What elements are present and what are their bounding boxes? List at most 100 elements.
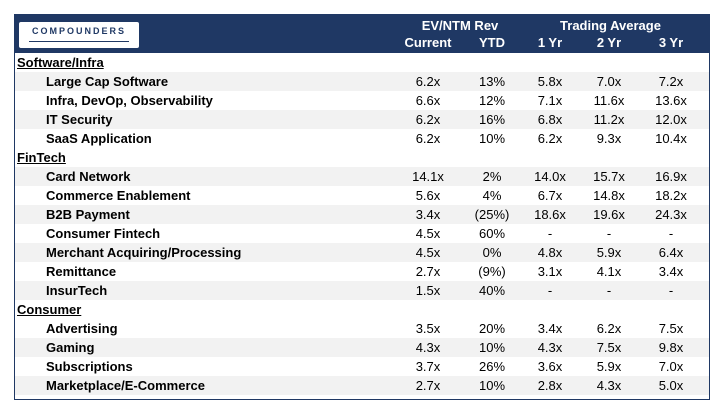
cell-3yr: 9.8x: [658, 340, 684, 355]
cell-1yr: 6.7x: [537, 188, 563, 203]
cell-ytd: 2%: [482, 169, 502, 184]
table-row: Gaming 4.3x 10% 4.3x 7.5x 9.8x: [15, 338, 709, 357]
cell-2yr: 4.1x: [596, 264, 622, 279]
table-row: Marketplace/E-Commerce 2.7x 10% 2.8x 4.3x 5.0…: [15, 376, 709, 395]
table-row: Infra, DevOp, Observability 6.6x 12% 7.1x 11…: [15, 91, 709, 110]
row-label: IT Security: [46, 112, 113, 127]
table-row: B2B Payment 3.4x (25%) 18.6x 19.6x 24.3x: [15, 205, 709, 224]
table-row: SaaS Application 6.2x 10% 6.2x 9.3x 10.4x: [15, 129, 709, 148]
col-header-1yr: 1 Yr: [537, 35, 563, 50]
cell-3yr: 12.0x: [655, 112, 687, 127]
cell-ytd: 13%: [478, 74, 506, 89]
cell-current: 2.7x: [415, 378, 441, 393]
cell-3yr: 16.9x: [655, 169, 687, 184]
cell-current: 1.5x: [415, 283, 441, 298]
row-label: Commerce Enablement: [46, 188, 191, 203]
cell-1yr: 4.3x: [537, 340, 563, 355]
cell-1yr: 7.1x: [537, 93, 563, 108]
cell-current: 4.5x: [415, 245, 441, 260]
table-row: Advertising 3.5x 20% 3.4x 6.2x 7.5x: [15, 319, 709, 338]
cell-3yr: -: [668, 226, 674, 241]
cell-ytd: 10%: [478, 340, 506, 355]
row-label: InsurTech: [46, 283, 108, 298]
table-row: Card Network 14.1x 2% 14.0x 15.7x 16.9x: [15, 167, 709, 186]
cell-current: 3.7x: [415, 359, 441, 374]
cell-3yr: 13.6x: [655, 93, 687, 108]
cell-2yr: -: [606, 283, 612, 298]
section-label: Consumer: [17, 302, 82, 317]
table-header: COMPOUNDERS EV/NTM Rev Trading Average C…: [15, 15, 709, 53]
cell-ytd: 40%: [478, 283, 506, 298]
table-row: Commerce Enablement 5.6x 4% 6.7x 14.8x 18.2x: [15, 186, 709, 205]
cell-2yr: 19.6x: [593, 207, 625, 222]
cell-1yr: 3.6x: [537, 359, 563, 374]
section-row: Consumer: [15, 300, 709, 319]
row-label: Infra, DevOp, Observability: [46, 93, 213, 108]
cell-ytd: 60%: [478, 226, 506, 241]
section-row: FinTech: [15, 148, 709, 167]
cell-current: 3.4x: [415, 207, 441, 222]
header-group-ev-ntm: EV/NTM Rev: [421, 18, 499, 33]
cell-2yr: 11.6x: [593, 93, 625, 108]
cell-2yr: 6.2x: [596, 321, 622, 336]
row-label: Gaming: [46, 340, 95, 355]
cell-1yr: 5.8x: [537, 74, 563, 89]
cell-current: 6.2x: [415, 131, 441, 146]
cell-2yr: 4.3x: [596, 378, 622, 393]
cell-current: 6.2x: [415, 74, 441, 89]
cell-1yr: 2.8x: [537, 378, 563, 393]
cell-2yr: 5.9x: [596, 359, 622, 374]
row-label: Card Network: [46, 169, 131, 184]
valuation-table: COMPOUNDERS EV/NTM Rev Trading Average C…: [14, 14, 710, 400]
header-group-trading-average: Trading Average: [560, 18, 661, 33]
table-row: IT Security 6.2x 16% 6.8x 11.2x 12.0x: [15, 110, 709, 129]
cell-3yr: 24.3x: [655, 207, 687, 222]
cell-1yr: 18.6x: [534, 207, 566, 222]
cell-2yr: 14.8x: [593, 188, 625, 203]
compounders-logo: COMPOUNDERS: [19, 22, 139, 48]
col-header-2yr: 2 Yr: [596, 35, 622, 50]
col-header-3yr: 3 Yr: [658, 35, 684, 50]
cell-2yr: 9.3x: [596, 131, 622, 146]
table-row: Large Cap Software 6.2x 13% 5.8x 7.0x 7.2x: [15, 72, 709, 91]
cell-current: 6.6x: [415, 93, 441, 108]
cell-1yr: -: [547, 283, 553, 298]
section-label: FinTech: [17, 150, 66, 165]
cell-2yr: 7.0x: [596, 74, 622, 89]
col-header-ytd: YTD: [479, 35, 505, 50]
table-row: Remittance 2.7x (9%) 3.1x 4.1x 3.4x: [15, 262, 709, 281]
cell-3yr: 7.2x: [658, 74, 684, 89]
row-label: SaaS Application: [46, 131, 152, 146]
row-label: B2B Payment: [46, 207, 130, 222]
cell-ytd: 16%: [478, 112, 506, 127]
cell-ytd: 10%: [478, 378, 506, 393]
table-row: Merchant Acquiring/Processing 4.5x 0% 4.8x 5…: [15, 243, 709, 262]
cell-3yr: 5.0x: [658, 378, 684, 393]
cell-2yr: -: [606, 226, 612, 241]
cell-3yr: 7.0x: [658, 359, 684, 374]
cell-2yr: 11.2x: [593, 112, 625, 127]
cell-current: 2.7x: [415, 264, 441, 279]
cell-current: 14.1x: [412, 169, 444, 184]
cell-3yr: 18.2x: [655, 188, 687, 203]
row-label: Large Cap Software: [46, 74, 169, 89]
cell-ytd: (9%): [478, 264, 506, 279]
cell-2yr: 5.9x: [596, 245, 622, 260]
cell-1yr: 6.2x: [537, 131, 563, 146]
cell-ytd: 0%: [482, 245, 502, 260]
cell-ytd: 20%: [478, 321, 506, 336]
cell-1yr: 6.8x: [537, 112, 563, 127]
section-row: Software/Infra: [15, 53, 709, 72]
cell-1yr: 3.4x: [537, 321, 563, 336]
row-label: Consumer Fintech: [46, 226, 161, 241]
table-row: Subscriptions 3.7x 26% 3.6x 5.9x 7.0x: [15, 357, 709, 376]
row-label: Merchant Acquiring/Processing: [46, 245, 242, 260]
cell-ytd: 4%: [482, 188, 502, 203]
cell-1yr: 3.1x: [537, 264, 563, 279]
logo-rule: [29, 41, 129, 42]
cell-3yr: 3.4x: [658, 264, 684, 279]
cell-current: 4.5x: [415, 226, 441, 241]
row-label: Marketplace/E-Commerce: [46, 378, 205, 393]
cell-3yr: 7.5x: [658, 321, 684, 336]
cell-3yr: 6.4x: [658, 245, 684, 260]
